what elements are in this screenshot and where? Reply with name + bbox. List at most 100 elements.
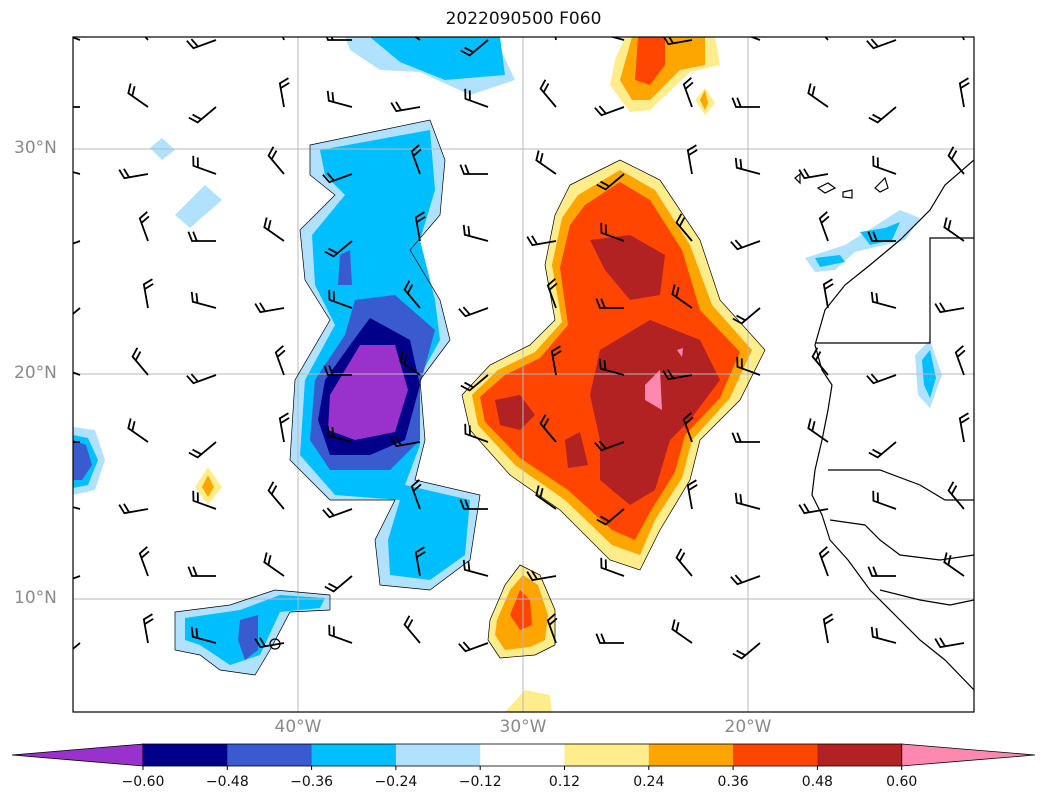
wind-barb (600, 222, 625, 242)
plot-frame (72, 36, 975, 713)
wind-barb (144, 37, 149, 41)
wind-barb (323, 365, 352, 376)
wind-barb (410, 144, 422, 175)
wind-barb (958, 77, 970, 108)
colorbar-segment (817, 744, 903, 766)
wind-barb (328, 624, 353, 644)
wind-barb (267, 146, 285, 175)
lat-label-30n: 30°N (14, 138, 57, 158)
wind-barb (127, 418, 149, 443)
border-1 (815, 237, 974, 344)
wind-barb (274, 345, 286, 376)
colorbar-segment (733, 744, 818, 766)
wind-barb (190, 291, 217, 309)
wind-barb (278, 77, 290, 108)
wind-barb (594, 105, 625, 117)
wind-barb (734, 157, 761, 175)
wind-barb (138, 211, 150, 242)
positive-core-4 (565, 432, 588, 468)
wind-barb (600, 557, 625, 577)
wind-barb (464, 88, 489, 108)
wind-barb (595, 633, 624, 644)
colorbar-extend-low (11, 743, 144, 767)
wind-barb (730, 574, 761, 586)
wind-barb (462, 559, 489, 577)
west-positive-speck-core (202, 475, 214, 497)
wind-barb (325, 37, 352, 41)
wind-barb (736, 356, 761, 376)
north-positive-speck-core (700, 90, 708, 110)
contour-lines (174, 119, 766, 676)
colorbar (11, 743, 1036, 770)
wind-barb (526, 235, 557, 247)
east-negative-mid-2 (860, 222, 900, 245)
wind-barb (464, 423, 489, 443)
wind-barb (459, 164, 488, 175)
wind-barb (943, 552, 965, 577)
wind-barb (868, 441, 897, 459)
wind-barb (192, 155, 217, 175)
map-plot (72, 36, 975, 713)
colorbar-segment (395, 744, 481, 766)
wind-barb (822, 278, 834, 309)
wind-barb (142, 613, 154, 644)
wind-barb (546, 278, 558, 309)
colorbar-extend-high (901, 743, 1036, 767)
wind-barb (328, 289, 353, 309)
south-edge-speck (505, 690, 552, 712)
wind-barb (598, 358, 625, 376)
wind-barb (403, 280, 421, 309)
wind-barb (811, 347, 829, 376)
border-2 (828, 469, 974, 501)
wind-barb (267, 481, 285, 510)
wind-barb (190, 626, 217, 644)
wind-barb (539, 79, 557, 108)
wind-barb (254, 637, 285, 649)
wind-barb (943, 217, 965, 242)
wind-barb (947, 146, 965, 175)
wind-barb (866, 38, 897, 50)
colorbar-tick-label: −0.36 (290, 774, 334, 790)
wind-barb (458, 306, 489, 318)
north-positive-core (635, 37, 665, 85)
positive-core-2 (590, 320, 720, 505)
wind-barb (414, 211, 426, 242)
wind-barb (730, 239, 761, 251)
wind-barb (671, 619, 693, 644)
colorbar-tick-label: 0.36 (717, 774, 749, 790)
map-title: 2022090500 F060 (445, 9, 602, 29)
colorbar-segment (143, 744, 228, 766)
wind-barb (187, 566, 216, 577)
wind-barb (958, 412, 970, 443)
colorbar-tick-label: 0.12 (548, 774, 581, 790)
wind-barb (870, 291, 897, 309)
wind-barb (934, 302, 965, 314)
wind-barb (596, 508, 625, 526)
wind-barb (142, 278, 154, 309)
wind-barb (410, 479, 422, 510)
wind-barb (326, 425, 353, 443)
wind-barb (263, 552, 285, 577)
colorbar-tick-label: 0.60 (886, 774, 918, 790)
wind-barb (459, 499, 488, 510)
wind-barb (460, 39, 489, 57)
wind-barb (682, 412, 694, 443)
wind-barb (662, 369, 693, 381)
wind-barb (595, 298, 624, 309)
wind-barb (131, 347, 149, 376)
wind-barb (822, 613, 834, 644)
wind-barb (188, 106, 217, 124)
wind-barb (731, 432, 760, 443)
negative-anomaly-inner (370, 37, 505, 80)
wind-barb (535, 485, 557, 510)
wind-barb (686, 144, 698, 175)
west-edge-core (73, 440, 92, 480)
wind-barb (118, 168, 149, 180)
wind-barb (961, 37, 965, 41)
colorbar-segment (227, 744, 313, 766)
speck-2 (175, 185, 222, 228)
wind-barb (734, 492, 761, 510)
sw-negative-core (238, 615, 258, 660)
lon-label-20w: 20°W (724, 717, 772, 737)
positive-core-3 (495, 395, 535, 430)
